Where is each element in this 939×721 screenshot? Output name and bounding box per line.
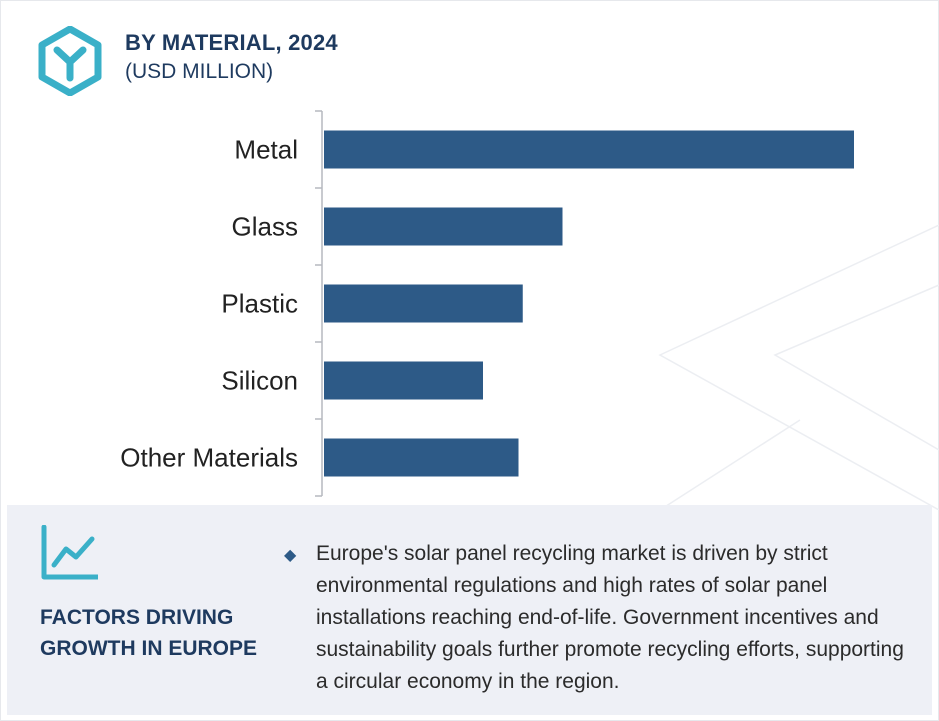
factors-heading-line2: GROWTH IN EUROPE: [40, 637, 258, 660]
category-label: Silicon: [221, 366, 298, 396]
factors-heading: FACTORS DRIVING GROWTH IN EUROPE: [40, 602, 257, 664]
chart-subtitle: (USD MILLION): [125, 60, 274, 83]
bar-chart: Metal Glass Plastic Silicon Other Materials: [120, 110, 854, 497]
category-label: Glass: [232, 212, 298, 242]
diamond-bullet-icon: ◆: [284, 545, 297, 564]
factors-heading-line1: FACTORS DRIVING: [40, 606, 234, 629]
bar-metal: [324, 130, 854, 169]
bar-silicon: [324, 361, 483, 400]
bar-glass: [324, 207, 563, 246]
category-label: Metal: [234, 135, 298, 165]
factors-panel: FACTORS DRIVING GROWTH IN EUROPE ◆ Europ…: [7, 505, 932, 715]
bar-other-materials: [324, 438, 519, 477]
chart-title: BY MATERIAL, 2024: [125, 30, 338, 55]
category-label: Plastic: [221, 289, 298, 319]
category-label: Other Materials: [120, 443, 298, 473]
bar-plastic: [324, 284, 523, 323]
factors-description: Europe's solar panel recycling market is…: [316, 542, 904, 693]
brand-logo-icon: [38, 26, 102, 96]
trend-line-icon: [41, 525, 98, 580]
